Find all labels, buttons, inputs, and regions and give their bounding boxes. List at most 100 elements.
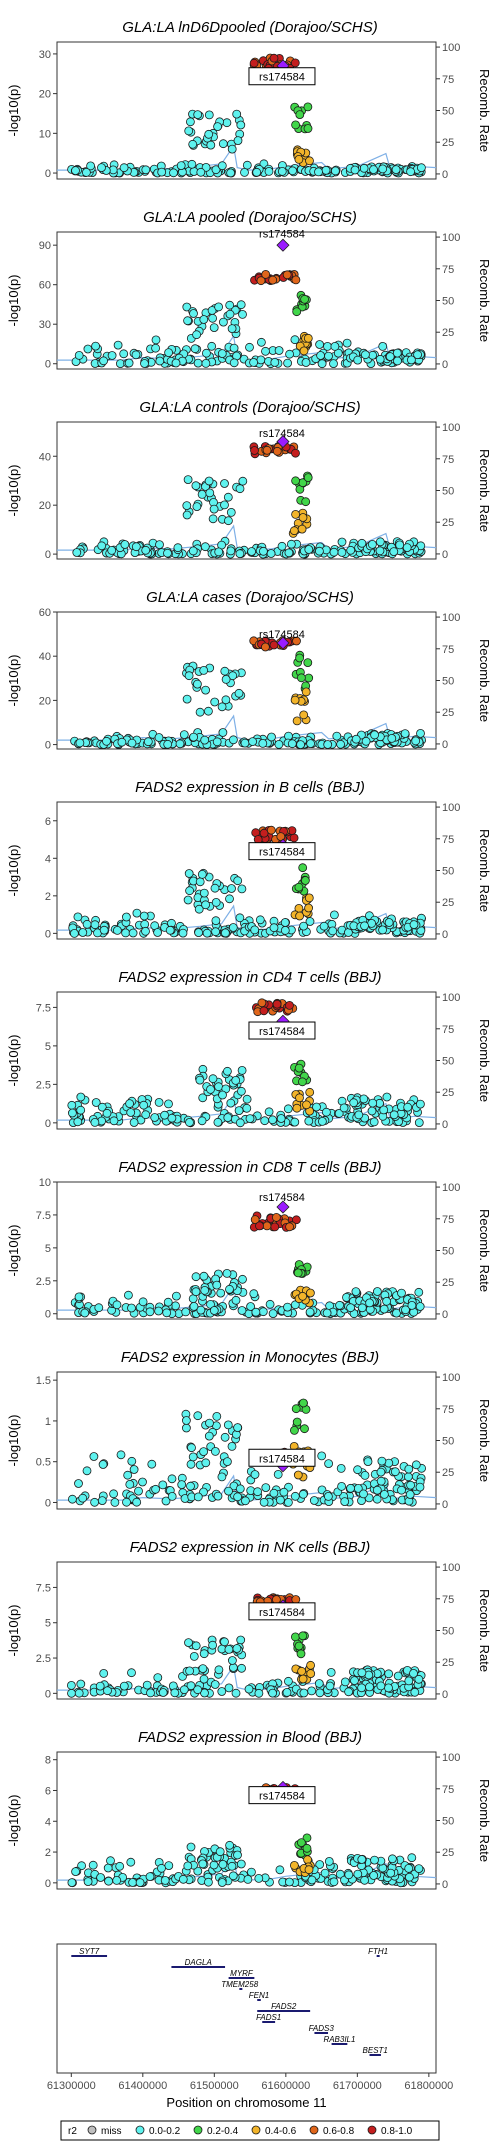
- y2-tick-label: 0: [442, 359, 448, 371]
- snp-point: [75, 738, 85, 748]
- snp-point: [309, 1496, 319, 1505]
- snp-point: [293, 1470, 303, 1480]
- snp-point: [126, 1108, 136, 1117]
- snp-point: [296, 1838, 306, 1847]
- snp-point: [405, 1490, 415, 1499]
- snp-point: [186, 1842, 196, 1852]
- y-tick-label: 0: [45, 168, 51, 180]
- snp-point: [153, 928, 163, 937]
- snp-point: [154, 1306, 164, 1316]
- x-tick-label: 61600000: [261, 2080, 310, 2092]
- snp-point: [129, 1465, 139, 1474]
- y-tick-label: 2.5: [36, 1079, 51, 1091]
- snp-point: [283, 358, 293, 368]
- snp-point: [288, 166, 298, 176]
- snp-point: [407, 1853, 417, 1863]
- snp-point: [116, 359, 125, 369]
- snp-point: [290, 1491, 300, 1501]
- chart-title: FADS2 expression in B cells (BBJ): [135, 779, 365, 796]
- snp-point: [110, 1498, 120, 1507]
- snp-point: [246, 1302, 256, 1311]
- snp-point: [306, 739, 316, 748]
- snp-point: [112, 1300, 122, 1310]
- snp-point: [376, 1467, 386, 1477]
- snp-point: [236, 300, 246, 310]
- snp-point: [176, 161, 186, 171]
- snp-point: [220, 500, 229, 510]
- snp-point: [216, 1288, 226, 1298]
- lead-snp-label-box: [248, 1021, 316, 1040]
- snp-point: [91, 1098, 101, 1107]
- snp-point: [97, 1102, 107, 1112]
- snp-point: [379, 1490, 389, 1499]
- snp-point: [195, 707, 205, 717]
- gene-label: FADS3: [309, 2024, 335, 2033]
- snp-point: [391, 165, 401, 175]
- legend-title: r2: [68, 2126, 77, 2137]
- y2-tick-label: 50: [442, 486, 454, 498]
- snp-point: [94, 1303, 104, 1313]
- snp-point: [231, 1688, 241, 1698]
- snp-point: [106, 1856, 115, 1866]
- snp-point: [197, 1116, 207, 1126]
- y-axis-label: -log10(p): [6, 1794, 21, 1846]
- snp-point: [261, 1483, 271, 1492]
- snp-point: [329, 547, 339, 557]
- snp-point: [344, 1687, 354, 1697]
- snp-point: [182, 694, 192, 704]
- snp-point: [132, 908, 142, 918]
- snp-point: [147, 1459, 157, 1469]
- snp-point: [282, 270, 292, 280]
- snp-point: [275, 1865, 285, 1875]
- snp-point: [71, 1867, 80, 1876]
- y-tick-label: 5: [45, 1618, 51, 1630]
- snp-point: [225, 309, 235, 319]
- snp-point: [200, 542, 210, 552]
- snp-point: [377, 1456, 387, 1466]
- snp-point: [209, 323, 219, 333]
- snp-point: [350, 1676, 359, 1685]
- plot-frame: [56, 421, 437, 560]
- x-tick-label: 61500000: [190, 2080, 239, 2092]
- y2-tick-label: 25: [442, 707, 454, 719]
- snp-point: [214, 1665, 224, 1675]
- y2-axis-label: Recomb. Rate: [477, 829, 492, 912]
- snp-point: [227, 1656, 237, 1665]
- snp-point: [221, 675, 231, 684]
- snp-point: [109, 1489, 118, 1499]
- snp-point: [238, 476, 248, 486]
- snp-point: [83, 344, 93, 354]
- snp-point: [117, 737, 127, 747]
- snp-point: [193, 110, 203, 119]
- y-tick-label: 0.5: [36, 1457, 51, 1469]
- snp-point: [397, 1288, 406, 1298]
- snp-point: [231, 1076, 241, 1085]
- snp-point: [290, 1117, 300, 1127]
- snp-point: [169, 168, 178, 178]
- y2-tick-label: 50: [442, 1436, 454, 1448]
- snp-point: [211, 916, 221, 926]
- snp-point: [76, 1105, 86, 1115]
- y-tick-label: 2: [45, 891, 51, 903]
- snp-point: [306, 1669, 316, 1678]
- snp-point: [231, 1295, 241, 1305]
- snp-point: [326, 1668, 336, 1677]
- snp-point: [368, 1098, 378, 1108]
- snp-point: [376, 1476, 386, 1486]
- snp-point: [98, 1460, 108, 1469]
- snp-point: [390, 1467, 400, 1477]
- snp-point: [353, 1869, 363, 1879]
- snp-point: [232, 109, 242, 119]
- snp-point: [194, 904, 204, 914]
- snp-point: [223, 1113, 233, 1122]
- snp-point: [404, 1464, 414, 1474]
- snp-point: [357, 1668, 367, 1678]
- y2-tick-label: 100: [442, 992, 460, 1004]
- snp-point: [303, 658, 313, 667]
- snp-point: [306, 1660, 316, 1670]
- snp-point: [330, 341, 340, 351]
- snp-point: [289, 1861, 299, 1870]
- snp-point: [411, 736, 421, 746]
- snp-point: [332, 731, 342, 741]
- snp-point: [357, 1855, 367, 1864]
